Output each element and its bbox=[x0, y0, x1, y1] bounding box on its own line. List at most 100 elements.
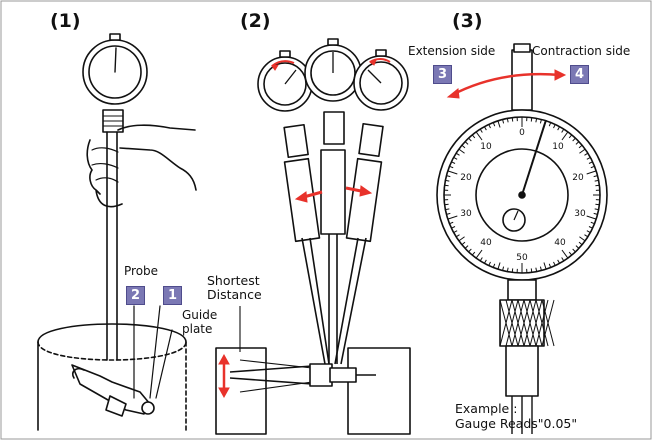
dial-tick bbox=[475, 131, 483, 141]
dial-tick bbox=[572, 248, 576, 253]
dial-tick bbox=[479, 128, 483, 133]
dial-tick bbox=[445, 208, 450, 211]
dial-tick bbox=[557, 126, 561, 131]
dial-tick bbox=[446, 175, 451, 178]
dial-tick bbox=[584, 152, 589, 156]
dial-tick bbox=[595, 184, 600, 187]
dial-tick bbox=[475, 249, 483, 259]
dial-tick bbox=[535, 267, 538, 272]
dial-tick bbox=[595, 203, 600, 206]
dial-tick bbox=[502, 266, 505, 271]
dial-tick bbox=[568, 251, 573, 256]
dial-tick bbox=[561, 257, 565, 262]
dial-tick bbox=[578, 241, 583, 246]
dial-tick bbox=[511, 117, 514, 122]
dial-tick bbox=[451, 161, 456, 164]
dial-tick bbox=[446, 212, 451, 215]
dial-number-20-left: 20 bbox=[460, 173, 472, 183]
dial-tick bbox=[492, 263, 496, 268]
dial-tick bbox=[561, 128, 565, 133]
dial-tick bbox=[586, 230, 591, 234]
dial-tick bbox=[586, 215, 597, 220]
knurl-line bbox=[517, 299, 531, 347]
dial-number-30-right: 30 bbox=[574, 209, 586, 219]
dial-tick bbox=[594, 208, 599, 211]
extension-side-label: Extension side bbox=[408, 44, 496, 58]
dial-tick bbox=[543, 120, 547, 128]
dial-tick bbox=[557, 259, 561, 264]
dial-tick bbox=[548, 122, 552, 127]
dial-face-1 bbox=[88, 45, 142, 99]
dial-tick bbox=[548, 263, 552, 268]
dial-tick bbox=[553, 261, 556, 266]
dial-tick bbox=[464, 141, 469, 145]
dial-tick bbox=[593, 212, 598, 215]
dial-tick bbox=[594, 179, 599, 182]
dial-needle-3 bbox=[521, 119, 547, 196]
dial-tick bbox=[458, 148, 465, 154]
dial-tick bbox=[447, 215, 458, 220]
badge-3: 3 bbox=[433, 65, 452, 84]
dial-tick bbox=[497, 262, 501, 270]
dial-tick bbox=[506, 118, 509, 123]
dial-tick bbox=[468, 248, 472, 253]
dial-tick bbox=[588, 161, 593, 164]
dial-tick bbox=[575, 141, 580, 145]
dial-tick bbox=[444, 203, 449, 206]
dial-tick bbox=[445, 179, 450, 182]
panel-1-number: (1) bbox=[50, 10, 81, 32]
dial-tick bbox=[468, 137, 472, 142]
dial-tick bbox=[458, 236, 465, 242]
dial-tick bbox=[543, 262, 547, 270]
knurl-line bbox=[505, 299, 519, 347]
probe-label: Probe bbox=[124, 264, 159, 278]
dial-tick bbox=[488, 261, 491, 266]
dial-tick bbox=[483, 126, 487, 131]
dial-number-0: 0 bbox=[519, 128, 525, 138]
dial-tick bbox=[568, 134, 573, 139]
panel-2-number: (2) bbox=[240, 10, 271, 32]
rotation-arrow-2a bbox=[271, 60, 295, 67]
dial-number-20-right: 20 bbox=[572, 173, 584, 183]
dial-tick bbox=[451, 226, 456, 229]
dial-tick bbox=[464, 245, 469, 249]
knurl-line bbox=[511, 299, 525, 347]
dial-tick bbox=[572, 137, 576, 142]
example-label: Example : bbox=[455, 401, 518, 416]
dial-tick bbox=[453, 156, 458, 160]
dial-tick bbox=[502, 119, 505, 124]
extension-contraction-arc bbox=[451, 72, 561, 97]
dial-tick bbox=[561, 131, 569, 141]
dial-tick bbox=[579, 148, 586, 154]
dial-tick bbox=[455, 152, 460, 156]
dial-tick bbox=[539, 119, 542, 124]
panel-3-number: (3) bbox=[452, 10, 483, 32]
dial-tick bbox=[586, 156, 591, 160]
dial-tick bbox=[471, 134, 476, 139]
dial-tick bbox=[461, 144, 466, 149]
dial-tick bbox=[449, 221, 454, 225]
dial-tick bbox=[590, 221, 595, 225]
dial-tick bbox=[471, 251, 476, 256]
dial-tick bbox=[553, 124, 556, 129]
contraction-side-label: Contraction side bbox=[532, 44, 631, 58]
dial-tick bbox=[506, 267, 509, 272]
dial-tick bbox=[479, 257, 483, 262]
dial-tick bbox=[444, 184, 449, 187]
dial-tick bbox=[453, 230, 458, 234]
dial-tick bbox=[497, 120, 501, 128]
gauge-reads-label: Gauge Reads"0.05" bbox=[455, 416, 578, 431]
dial-tick bbox=[455, 234, 460, 238]
panel-3-illustration bbox=[436, 43, 608, 434]
dial-number-50: 50 bbox=[516, 253, 528, 263]
dial-tick bbox=[530, 117, 533, 122]
dial-number-10-right: 10 bbox=[552, 142, 564, 152]
dial-tick bbox=[488, 124, 491, 129]
panel-2-illustration bbox=[215, 38, 411, 435]
dial-tick bbox=[590, 165, 595, 169]
knurl-line bbox=[529, 299, 543, 347]
dial-tick bbox=[483, 259, 487, 264]
dial-tick bbox=[588, 226, 593, 229]
